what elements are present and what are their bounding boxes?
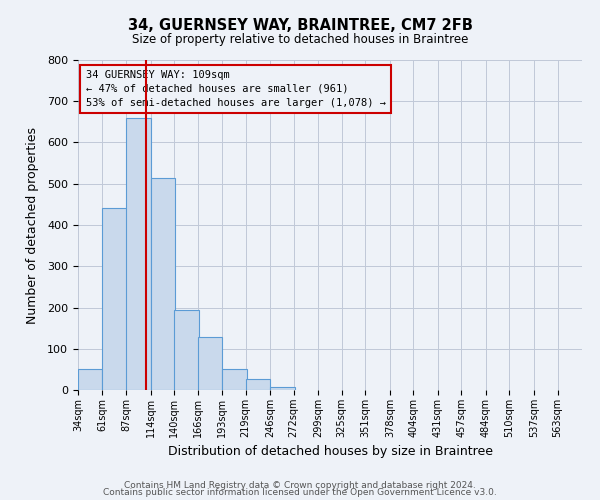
Text: 34 GUERNSEY WAY: 109sqm
← 47% of detached houses are smaller (961)
53% of semi-d: 34 GUERNSEY WAY: 109sqm ← 47% of detache… bbox=[86, 70, 386, 108]
Bar bbox=[270, 386, 295, 390]
Y-axis label: Number of detached properties: Number of detached properties bbox=[26, 126, 39, 324]
Bar bbox=[126, 118, 151, 390]
Bar bbox=[78, 370, 103, 390]
Bar bbox=[103, 208, 127, 390]
Bar bbox=[197, 337, 222, 390]
Bar bbox=[222, 370, 247, 390]
X-axis label: Distribution of detached houses by size in Braintree: Distribution of detached houses by size … bbox=[167, 446, 493, 458]
Text: Contains public sector information licensed under the Open Government Licence v3: Contains public sector information licen… bbox=[103, 488, 497, 497]
Text: Size of property relative to detached houses in Braintree: Size of property relative to detached ho… bbox=[132, 32, 468, 46]
Bar bbox=[174, 310, 199, 390]
Text: 34, GUERNSEY WAY, BRAINTREE, CM7 2FB: 34, GUERNSEY WAY, BRAINTREE, CM7 2FB bbox=[128, 18, 472, 32]
Bar bbox=[245, 379, 270, 390]
Bar bbox=[151, 178, 175, 390]
Text: Contains HM Land Registry data © Crown copyright and database right 2024.: Contains HM Land Registry data © Crown c… bbox=[124, 480, 476, 490]
